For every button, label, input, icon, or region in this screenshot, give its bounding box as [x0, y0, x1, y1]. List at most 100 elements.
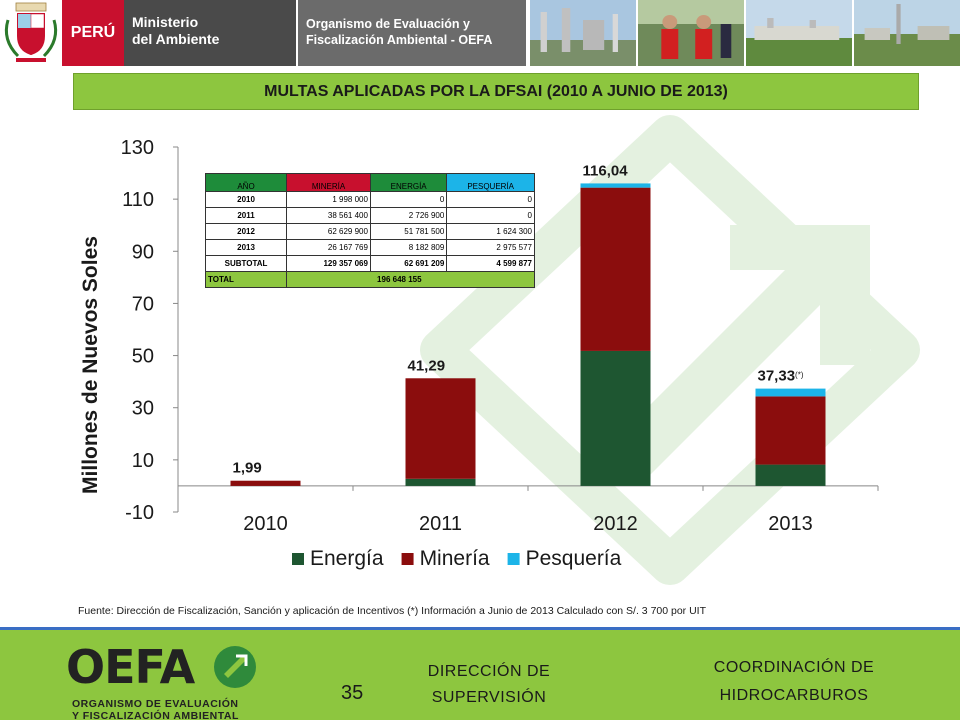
plant-photo [744, 0, 852, 66]
refinery-photo [528, 0, 636, 66]
ministry-label: Ministerio del Ambiente [124, 0, 296, 66]
table-cell: 26 167 769 [286, 239, 371, 256]
legend-label-pesquera: Pesquería [526, 547, 622, 570]
coordination-label: COORDINACIÓN DE HIDROCARBUROS [679, 654, 909, 710]
oefa-logo-subtitle: ORGANISMO DE EVALUACIÓN Y FISCALIZACIÓN … [72, 698, 239, 720]
table-row: 2011 38 561 400 2 726 900 0 [204, 207, 535, 224]
bar-minera-2010 [230, 480, 301, 486]
table-cell: 8 182 809 [369, 239, 448, 256]
legend-label-energa: Energía [310, 547, 384, 570]
y-axis: -10 10 30 50 70 90 110 130 [121, 137, 179, 524]
y-tick-label: 50 [132, 346, 154, 368]
table-row: 2010 1 998 000 0 0 [204, 191, 535, 208]
legend-swatch-energa [292, 553, 304, 565]
y-tick-label: 90 [132, 241, 154, 263]
dept-line-1: DIRECCIÓN DE [427, 663, 551, 680]
org-line-2: Fiscalización Ambiental - OEFA [306, 33, 493, 47]
page-number: 35 [341, 682, 364, 704]
total-row: TOTAL 196 648 155 [204, 271, 535, 288]
subtotal-cell: 4 599 877 [446, 255, 535, 272]
leaf-icon [214, 646, 256, 688]
table-cell: 2010 [204, 191, 288, 208]
logo-sub-line-1: ORGANISMO DE EVALUACIÓN [72, 698, 239, 710]
oefa-logo: OEFA ORGANISMO DE EVALUACIÓN Y FISCALIZA… [66, 640, 266, 720]
subtotal-cell: 62 691 209 [369, 255, 448, 272]
ministry-line-1: Ministerio [132, 14, 199, 30]
dept-line-2: SUPERVISIÓN [431, 689, 547, 706]
table-cell: 2 726 900 [369, 207, 448, 224]
table-header-cell: MINERÍA [286, 173, 371, 192]
bar-energa-2011 [405, 478, 476, 486]
inspectors-photo [636, 0, 744, 66]
table-header-row: AÑO MINERÍA ENERGÍA PESQUERÍA [204, 173, 535, 192]
total-label-2013: 37,33(*) [758, 368, 804, 385]
table-cell: 1 624 300 [446, 223, 535, 240]
total-label-2011: 41,29 [408, 357, 446, 374]
oefa-logo-text: OEFA [66, 640, 195, 694]
y-tick-label: -10 [125, 502, 154, 524]
y-tick-label: 130 [121, 137, 154, 159]
footer-panel: OEFA ORGANISMO DE EVALUACIÓN Y FISCALIZA… [4, 634, 956, 720]
x-axis: 2010 2011 2012 2013 [178, 485, 879, 535]
y-tick-label: 110 [122, 189, 154, 211]
table-cell: 51 781 500 [369, 223, 448, 240]
table-cell: 2011 [204, 207, 288, 224]
department-label: DIRECCIÓN DE SUPERVISIÓN [409, 659, 569, 711]
total-label-cell: TOTAL [204, 271, 288, 288]
table-header-cell: AÑO [204, 173, 288, 192]
table-cell: 0 [446, 207, 535, 224]
header-photos [528, 0, 960, 66]
ministry-line-2: del Ambiente [132, 31, 220, 47]
title-banner: MULTAS APLICADAS POR LA DFSAI (2010 A JU… [73, 73, 919, 110]
bars [230, 183, 826, 486]
y-tick-label: 30 [132, 398, 154, 420]
source-note: Fuente: Dirección de Fiscalización, Sanc… [78, 605, 707, 617]
table-cell: 2 975 577 [446, 239, 535, 256]
header: PERÚ Ministerio del Ambiente Organismo d… [0, 0, 960, 66]
x-tick-label: 2010 [243, 513, 288, 535]
total-label-2010: 1,99 [233, 460, 262, 477]
table-cell: 2013 [204, 239, 288, 256]
y-axis-title: Millones de Nuevos Soles [79, 236, 102, 494]
legend-swatch-pesquera [507, 553, 520, 565]
table-cell: 0 [369, 191, 448, 208]
table-header-cell: PESQUERÍA [446, 173, 535, 192]
table-row: 2012 62 629 900 51 781 500 1 624 300 [204, 223, 535, 240]
coord-line-2: HIDROCARBUROS [719, 687, 869, 704]
bar-pesquera-2012 [580, 183, 651, 188]
country-label: PERÚ [62, 0, 124, 66]
bar-energa-2012 [580, 350, 651, 486]
org-line-1: Organismo de Evaluación y [306, 17, 470, 31]
x-tick-label: 2012 [593, 513, 638, 535]
coord-line-1: COORDINACIÓN DE [713, 659, 875, 676]
bar-minera-2013 [755, 396, 826, 465]
y-tick-label: 10 [132, 450, 154, 472]
bar-pesquera-2013 [755, 388, 826, 397]
subtotal-row: SUBTOTAL 129 357 069 62 691 209 4 599 877 [204, 255, 535, 272]
bar-energa-2013 [755, 464, 826, 486]
x-tick-label: 2011 [419, 513, 462, 535]
legend: Energía Minería Pesquería [292, 547, 622, 570]
total-label-2012: 116,04 [583, 162, 629, 179]
legend-label-minera: Minería [420, 547, 490, 570]
table-cell: 2012 [204, 223, 288, 240]
total-value-cell: 196 648 155 [286, 271, 535, 288]
fines-table: AÑO MINERÍA ENERGÍA PESQUERÍA 2010 1 998 000… [204, 173, 535, 288]
bar-minera-2011 [405, 378, 476, 479]
field-photo [852, 0, 960, 66]
x-tick-label: 2013 [768, 513, 813, 535]
table-header-cell: ENERGÍA [369, 173, 448, 192]
legend-swatch-minera [401, 553, 414, 565]
chart-title: MULTAS APLICADAS POR LA DFSAI (2010 A JU… [264, 82, 728, 100]
subtotal-cell: SUBTOTAL [204, 255, 288, 272]
footer: OEFA ORGANISMO DE EVALUACIÓN Y FISCALIZA… [0, 627, 960, 720]
table-cell: 38 561 400 [286, 207, 371, 224]
table-row: 2013 26 167 769 8 182 809 2 975 577 [204, 239, 535, 256]
table-cell: 0 [446, 191, 535, 208]
subtotal-cell: 129 357 069 [286, 255, 371, 272]
total-note: (*) [795, 371, 804, 380]
coat-of-arms-icon [0, 0, 62, 66]
table-cell: 62 629 900 [286, 223, 371, 240]
